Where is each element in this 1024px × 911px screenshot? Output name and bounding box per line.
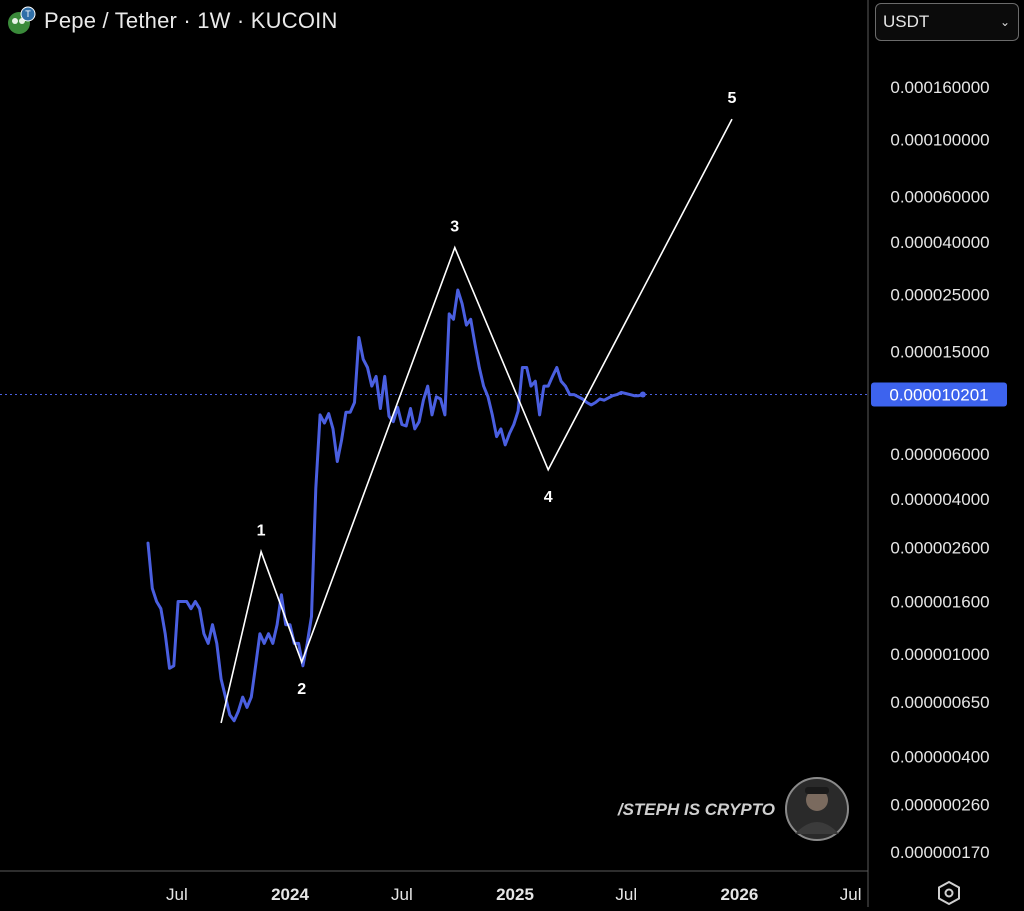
y-tick-label: 0.000040000 <box>890 233 989 252</box>
y-tick-label: 0.000000170 <box>890 843 989 862</box>
wave-line <box>220 118 733 724</box>
chevron-down-icon: ⌄ <box>999 15 1010 29</box>
hexagon-settings-icon[interactable] <box>936 880 962 906</box>
watermark: /STEPH IS CRYPTO <box>617 777 849 841</box>
series-layer <box>146 288 646 723</box>
y-tick-label: 0.000004000 <box>890 490 989 509</box>
y-tick-label: 0.000000400 <box>890 747 989 766</box>
x-tick-label: 2024 <box>271 885 309 904</box>
y-tick-label: 0.000001000 <box>890 645 989 664</box>
wave-label-1: 1 <box>257 523 266 540</box>
x-tick-label: 2026 <box>720 885 758 904</box>
y-tick-label: 0.000100000 <box>890 131 989 150</box>
pepe-coin-icon[interactable]: T <box>6 6 36 36</box>
y-tick-label: 0.000006000 <box>890 445 989 464</box>
wave-label-5: 5 <box>728 90 737 107</box>
y-tick-label: 0.000060000 <box>890 188 989 207</box>
x-tick-label: Jul <box>166 885 188 904</box>
current-price-badge: 0.000010201 <box>871 382 1007 407</box>
y-tick-label: 0.000001600 <box>890 593 989 612</box>
wave-label-2: 2 <box>297 681 306 698</box>
elliott-wave-layer: 1 2 3 4 5 <box>220 90 737 724</box>
avatar <box>785 777 849 841</box>
y-tick-label: 0.000000650 <box>890 693 989 712</box>
y-tick-label: 0.000025000 <box>890 285 989 304</box>
x-tick-label: Jul <box>391 885 413 904</box>
wave-label-4: 4 <box>544 489 553 506</box>
x-tick-label: 2025 <box>496 885 534 904</box>
y-tick-label: 0.000000260 <box>890 796 989 815</box>
chart-header: T Pepe / Tether · 1W · KUCOIN <box>6 6 338 36</box>
y-tick-label: 0.000015000 <box>890 342 989 361</box>
currency-select[interactable]: USDT ⌄ <box>875 3 1019 41</box>
current-price-label: 0.000010201 <box>889 386 988 405</box>
last-price-point <box>639 391 646 398</box>
time-axis[interactable]: Jul 2024 Jul 2025 Jul 2026 Jul <box>166 885 862 904</box>
y-tick-label: 0.000160000 <box>890 78 989 97</box>
wave-label-3: 3 <box>450 219 459 236</box>
x-tick-label: Jul <box>840 885 862 904</box>
y-tick-label: 0.000002600 <box>890 538 989 557</box>
price-axis[interactable]: 0.000160000 0.000100000 0.000060000 0.00004… <box>890 78 989 862</box>
symbol-title[interactable]: Pepe / Tether · 1W · KUCOIN <box>44 8 338 33</box>
price-series-line <box>146 288 645 723</box>
x-tick-label: Jul <box>615 885 637 904</box>
svg-text:T: T <box>25 9 31 19</box>
watermark-text: /STEPH IS CRYPTO <box>617 800 775 819</box>
currency-select-value: USDT <box>883 12 930 31</box>
